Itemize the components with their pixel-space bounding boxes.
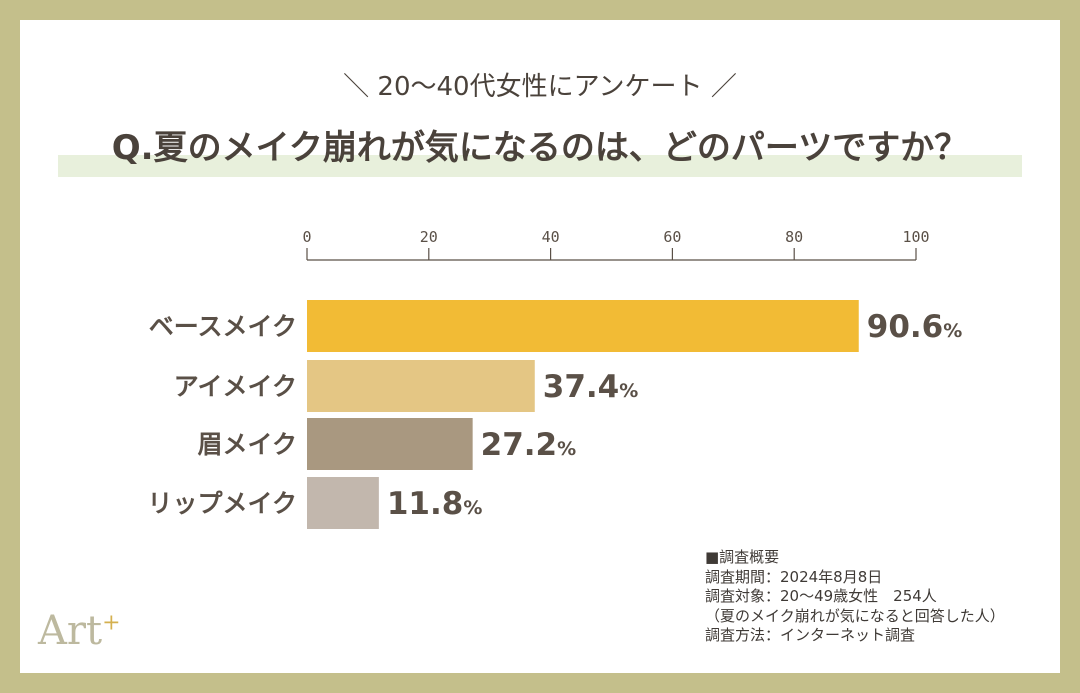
bar	[307, 360, 535, 412]
data-label: 90.6%	[867, 309, 963, 345]
x-tick-label: 100	[902, 228, 929, 246]
subtitle: ＼ 20〜40代女性にアンケート ／	[343, 72, 737, 102]
logo-plus: +	[102, 610, 121, 636]
category-label: アイメイク	[174, 372, 297, 401]
page-title: Q.夏のメイク崩れが気になるのは、どのパーツですか？	[111, 128, 969, 168]
logo: Art+	[38, 608, 121, 654]
x-tick-label: 80	[785, 228, 803, 246]
bar	[307, 477, 379, 529]
bar	[307, 300, 859, 352]
category-label: リップメイク	[147, 489, 297, 518]
survey-line: 調査対象：20〜49歳女性 254人	[705, 587, 937, 605]
category-label: 眉メイク	[197, 430, 297, 459]
survey-line: 調査方法：インターネット調査	[705, 626, 916, 644]
data-label: 11.8%	[387, 486, 483, 522]
survey-heading: ■調査概要	[705, 548, 780, 566]
x-tick-label: 40	[542, 228, 560, 246]
data-label: 27.2%	[481, 427, 577, 463]
data-label: 37.4%	[543, 369, 639, 405]
bar	[307, 418, 473, 470]
x-tick-label: 20	[420, 228, 438, 246]
x-tick-label: 60	[663, 228, 681, 246]
survey-line: 調査期間：2024年8月8日	[705, 567, 883, 586]
category-label: ベースメイク	[149, 312, 297, 341]
logo-text: Art	[38, 608, 103, 654]
title-highlight	[58, 155, 1022, 177]
x-tick-label: 0	[302, 228, 311, 246]
survey-line: （夏のメイク崩れが気になると回答した人）	[705, 606, 1005, 625]
survey-summary: ■調査概要 調査期間：2024年8月8日 調査対象：20〜49歳女性 254人 …	[705, 548, 1005, 646]
